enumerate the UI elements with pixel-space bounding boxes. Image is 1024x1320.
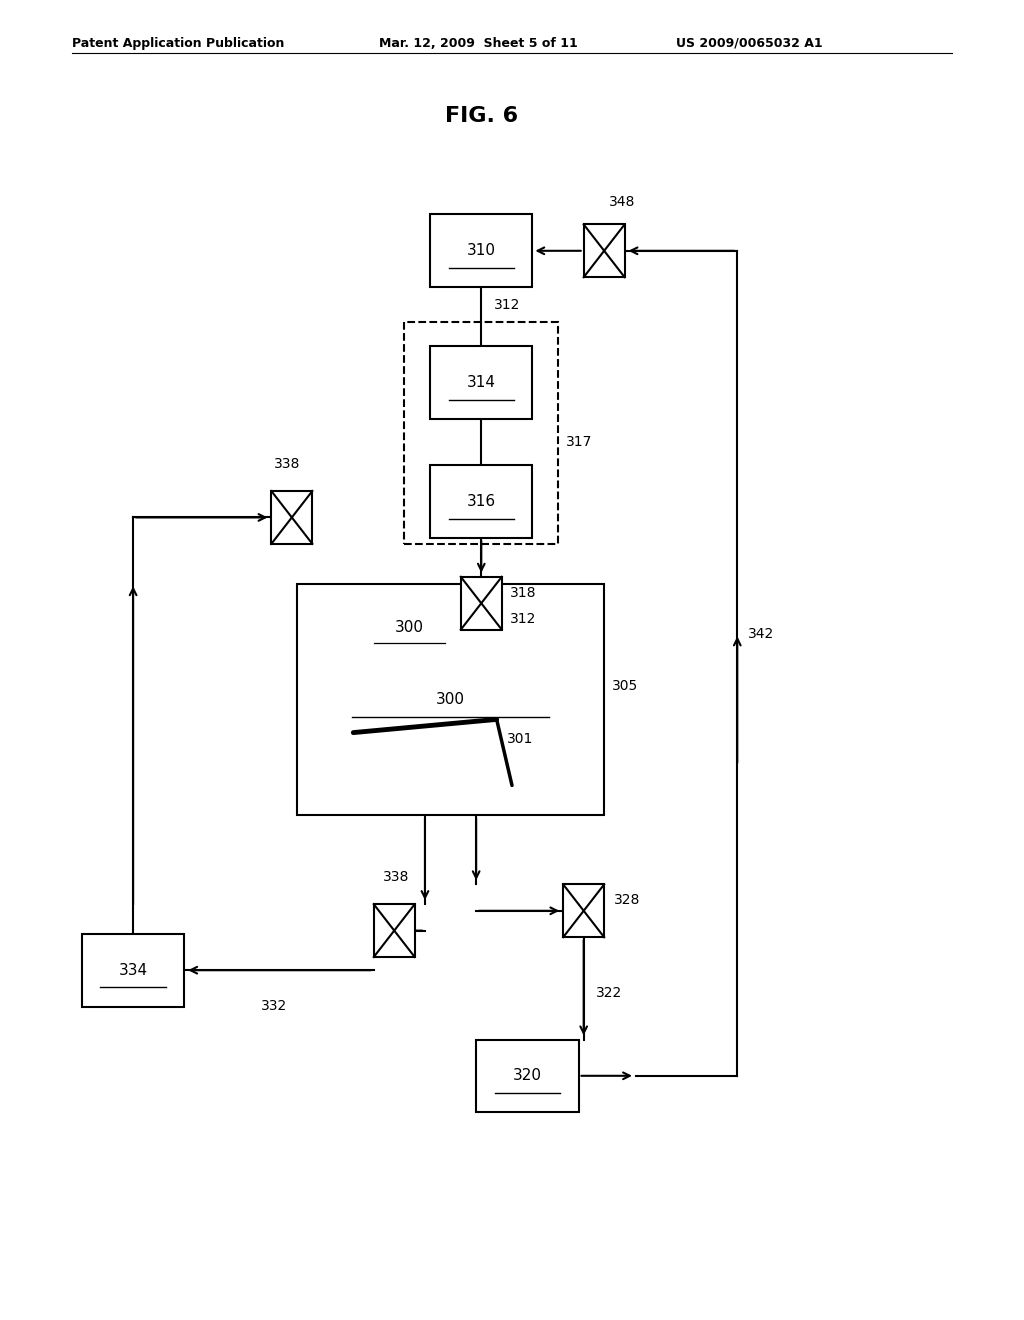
Text: 316: 316 bbox=[467, 494, 496, 510]
Text: 338: 338 bbox=[383, 870, 410, 884]
Bar bbox=[404, 322, 558, 544]
Bar bbox=[563, 884, 604, 937]
Text: US 2009/0065032 A1: US 2009/0065032 A1 bbox=[676, 37, 822, 50]
Text: 312: 312 bbox=[494, 297, 520, 312]
Bar bbox=[461, 577, 502, 630]
Text: Mar. 12, 2009  Sheet 5 of 11: Mar. 12, 2009 Sheet 5 of 11 bbox=[379, 37, 578, 50]
Bar bbox=[297, 585, 604, 816]
Text: 322: 322 bbox=[596, 986, 623, 1001]
Text: 300: 300 bbox=[395, 619, 424, 635]
Text: 310: 310 bbox=[467, 243, 496, 259]
Text: 301: 301 bbox=[507, 733, 534, 746]
Text: 305: 305 bbox=[612, 680, 639, 693]
Text: 318: 318 bbox=[510, 586, 537, 599]
Text: 342: 342 bbox=[748, 627, 774, 640]
Bar bbox=[430, 465, 532, 539]
Text: 312: 312 bbox=[510, 612, 537, 626]
Text: 314: 314 bbox=[467, 375, 496, 391]
Bar bbox=[476, 1040, 579, 1111]
Text: 332: 332 bbox=[261, 999, 287, 1014]
Bar bbox=[374, 904, 415, 957]
Text: FIG. 6: FIG. 6 bbox=[444, 106, 518, 125]
Text: 334: 334 bbox=[119, 962, 147, 978]
Text: 320: 320 bbox=[513, 1068, 542, 1084]
Bar bbox=[430, 214, 532, 286]
Text: 317: 317 bbox=[566, 436, 593, 449]
Bar bbox=[271, 491, 312, 544]
Bar bbox=[584, 224, 625, 277]
Text: 328: 328 bbox=[614, 894, 641, 907]
Text: 348: 348 bbox=[609, 194, 636, 209]
Bar bbox=[82, 935, 184, 1006]
Text: Patent Application Publication: Patent Application Publication bbox=[72, 37, 284, 50]
Bar bbox=[430, 346, 532, 420]
Text: 300: 300 bbox=[436, 692, 465, 708]
Text: 338: 338 bbox=[273, 457, 300, 471]
